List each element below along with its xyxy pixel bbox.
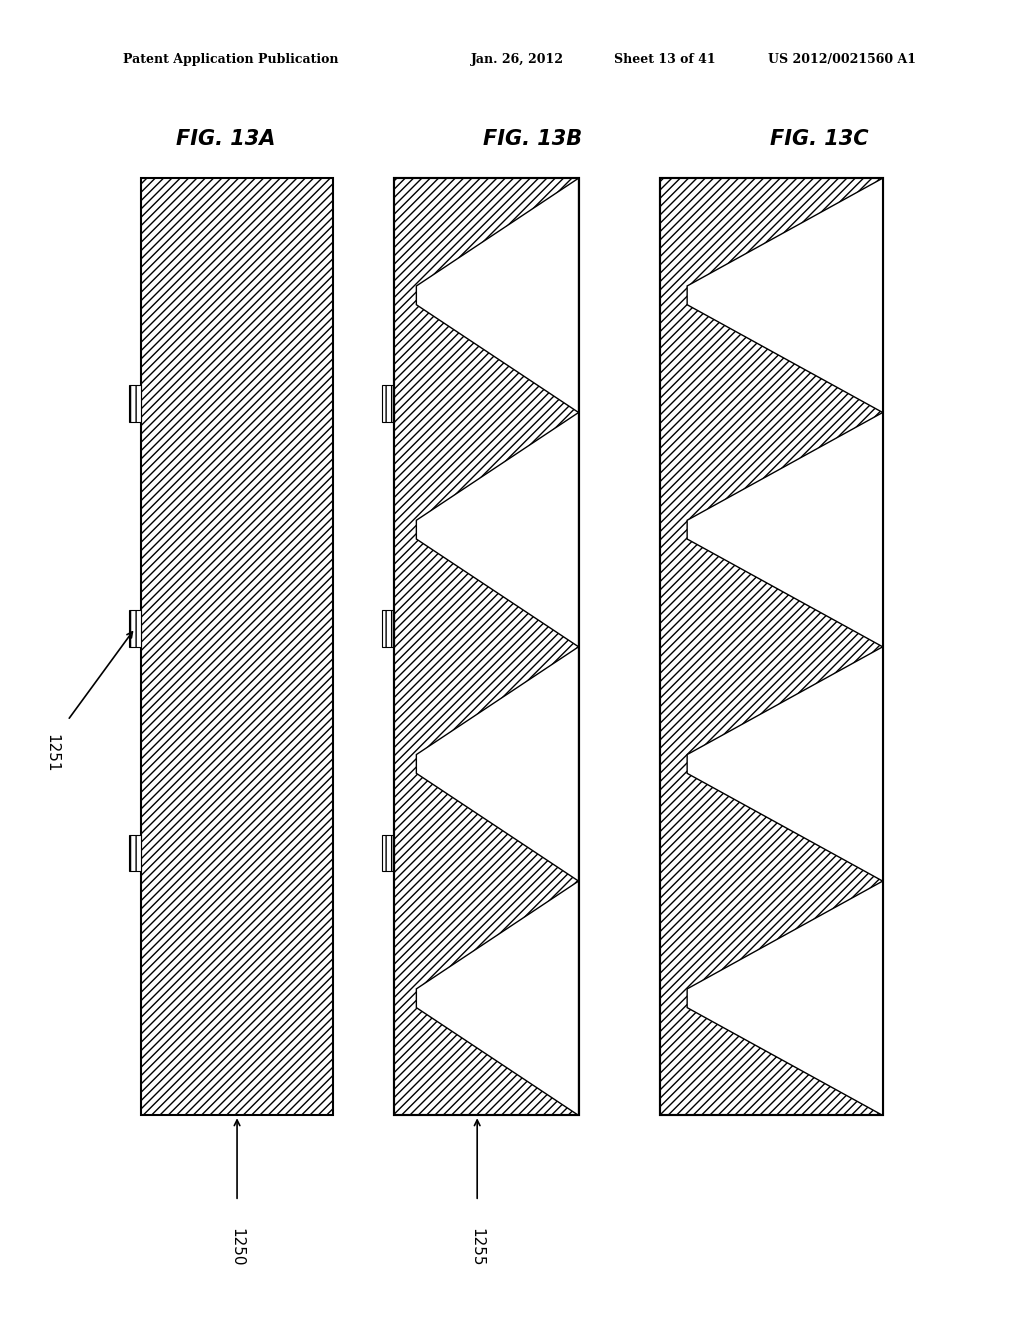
Bar bbox=[382, 610, 394, 647]
Bar bbox=[129, 384, 141, 421]
Bar bbox=[129, 610, 141, 647]
Text: FIG. 13C: FIG. 13C bbox=[770, 128, 868, 149]
Polygon shape bbox=[687, 882, 883, 1115]
Text: Sheet 13 of 41: Sheet 13 of 41 bbox=[614, 53, 716, 66]
Text: US 2012/0021560 A1: US 2012/0021560 A1 bbox=[768, 53, 916, 66]
Text: Jan. 26, 2012: Jan. 26, 2012 bbox=[471, 53, 564, 66]
Text: FIG. 13B: FIG. 13B bbox=[483, 128, 582, 149]
Polygon shape bbox=[417, 647, 579, 882]
Polygon shape bbox=[687, 412, 883, 647]
Text: Patent Application Publication: Patent Application Publication bbox=[123, 53, 338, 66]
Bar bbox=[382, 384, 394, 421]
Bar bbox=[141, 178, 333, 1115]
Text: FIG. 13A: FIG. 13A bbox=[175, 128, 275, 149]
Polygon shape bbox=[417, 178, 579, 412]
Bar bbox=[129, 834, 141, 871]
Polygon shape bbox=[417, 882, 579, 1115]
Bar bbox=[660, 178, 883, 1115]
Text: 1255: 1255 bbox=[470, 1228, 484, 1266]
Bar bbox=[660, 178, 883, 1115]
Text: 1250: 1250 bbox=[229, 1228, 245, 1266]
Bar bbox=[394, 178, 579, 1115]
Bar bbox=[394, 178, 579, 1115]
Polygon shape bbox=[687, 647, 883, 882]
Bar bbox=[382, 834, 394, 871]
Polygon shape bbox=[687, 178, 883, 412]
Text: 1251: 1251 bbox=[45, 734, 59, 772]
Polygon shape bbox=[417, 412, 579, 647]
